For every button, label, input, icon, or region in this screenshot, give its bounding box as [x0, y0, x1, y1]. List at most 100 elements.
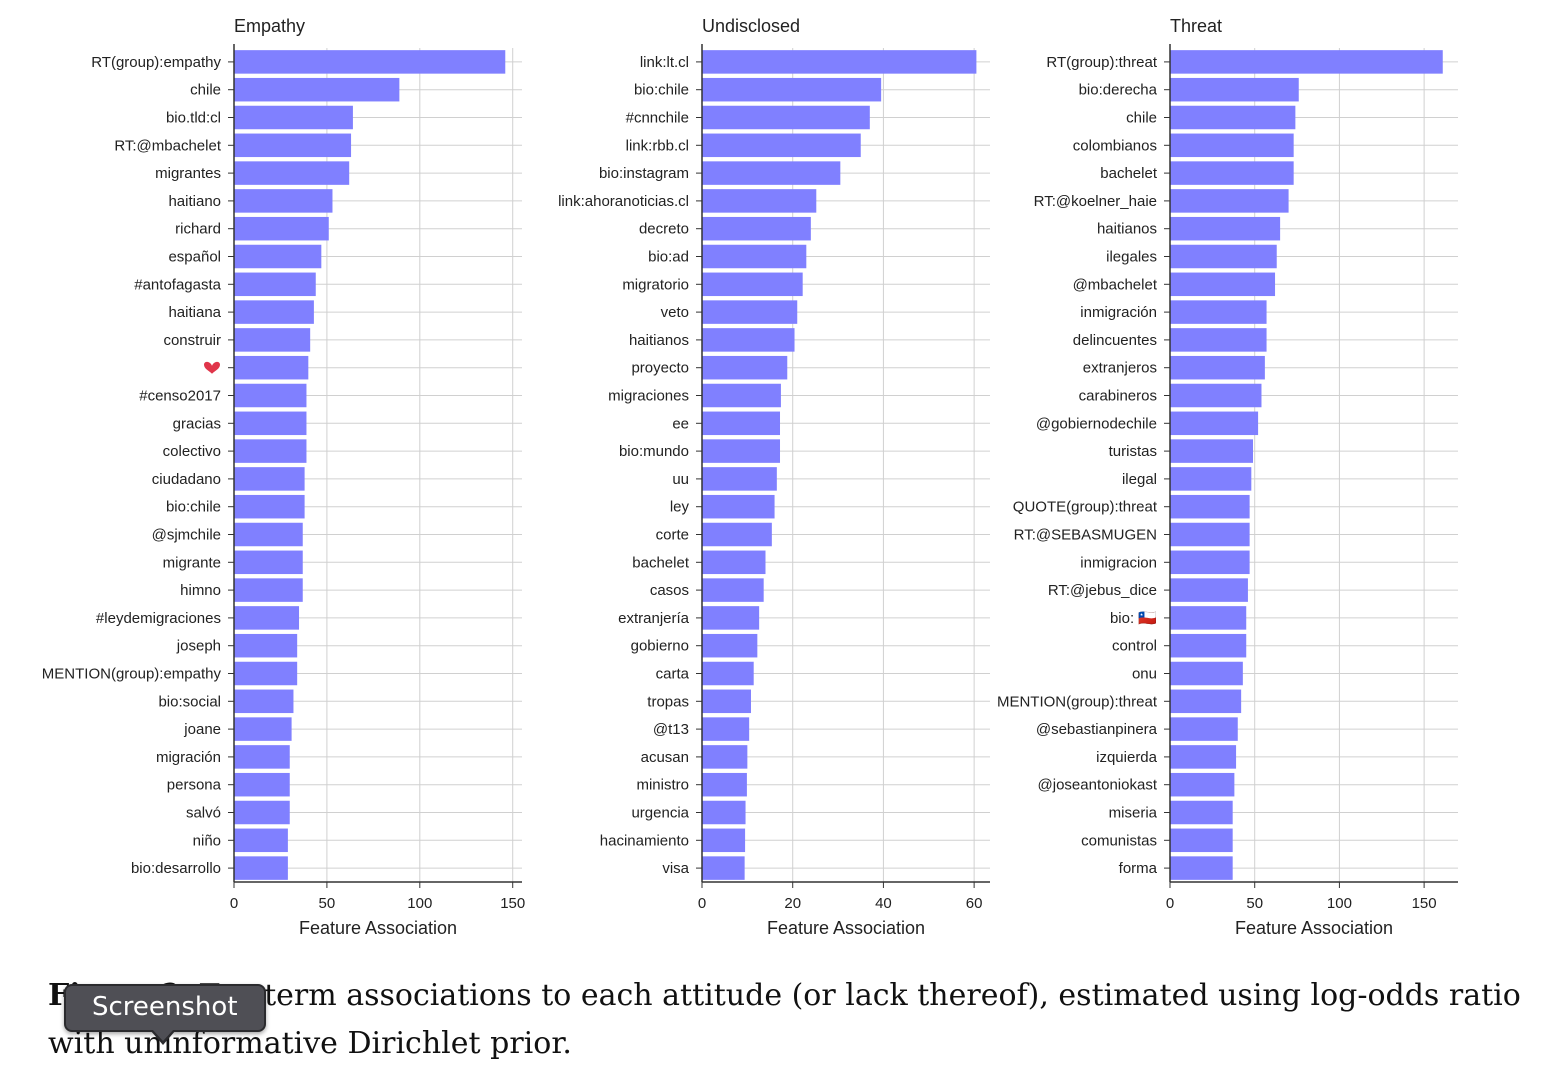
y-tick-label: ilegales [1106, 249, 1157, 266]
x-tick-label: 50 [319, 895, 336, 912]
charts-canvas: RT(group):empathy chile bio.tld:cl RT:@mbac… [42, 16, 1458, 938]
y-tick-label: #antofagasta [134, 276, 221, 293]
figure-caption: Figure 3: Top term associations to each … [48, 972, 1548, 1068]
chart-title: Undisclosed [702, 16, 800, 36]
y-tick-label: persona [167, 777, 222, 794]
x-tick-label: 150 [1412, 895, 1437, 912]
y-tick-label: @t13 [653, 721, 689, 738]
bar [702, 411, 781, 436]
bar [234, 77, 400, 102]
y-tick-label: corte [656, 527, 689, 544]
y-tick-label: bio:desarrollo [131, 860, 221, 877]
bar [1170, 216, 1281, 241]
bar [1170, 50, 1443, 74]
bar [1170, 300, 1267, 324]
y-tick-label: bio:chile [166, 499, 221, 516]
chart-panel-0: RT(group):empathy chile bio.tld:cl RT:@mbac… [42, 16, 525, 938]
y-tick-label: migratorio [622, 276, 689, 293]
bar [702, 550, 766, 575]
y-tick-label: bio:instagram [599, 165, 689, 182]
bar [234, 355, 309, 380]
y-tick-label: colombianos [1073, 137, 1157, 154]
y-tick-label: construir [163, 332, 221, 349]
bar [1170, 717, 1238, 741]
bar [702, 633, 758, 658]
chart-panel-2: RT(group):threat bio:derecha chile colombia… [997, 16, 1458, 938]
bar [702, 383, 781, 408]
bar [234, 494, 305, 519]
bar [1170, 633, 1247, 658]
bar [1170, 328, 1267, 352]
y-tick-label: veto [661, 304, 689, 321]
bar [702, 717, 750, 741]
x-tick-label: 0 [230, 895, 238, 912]
y-tick-label: salvó [186, 805, 221, 822]
bar [702, 800, 746, 825]
bar [1170, 411, 1259, 436]
y-tick-label: link:ahoranoticias.cl [558, 193, 689, 210]
y-tick-label: @sebastianpinera [1036, 721, 1158, 738]
bar [702, 828, 746, 853]
y-tick-label: comunistas [1081, 832, 1157, 849]
y-tick-label: ilegal [1122, 471, 1157, 488]
y-tick-label: extranjeros [1083, 360, 1157, 377]
y-tick-label: haitiana [168, 304, 221, 321]
y-tick-label: miseria [1109, 805, 1158, 822]
bar [234, 550, 303, 575]
y-tick-label: link:lt.cl [640, 54, 689, 71]
bar [234, 328, 311, 352]
y-tick-label: bachelet [1100, 165, 1158, 182]
heart-icon [204, 361, 220, 374]
bar [234, 189, 333, 213]
bar [1170, 439, 1254, 463]
y-tick-label: #censo2017 [139, 388, 221, 405]
y-tick-label: bio.tld:cl [166, 110, 221, 127]
y-tick-label: gracias [173, 415, 221, 432]
y-tick-label: RT(group):empathy [91, 54, 221, 71]
y-tick-label: RT:@mbachelet [114, 137, 221, 154]
bar [702, 494, 775, 519]
y-tick-label: delincuentes [1073, 332, 1157, 349]
y-tick-label: bio:ad [648, 249, 689, 266]
bar [1170, 272, 1276, 297]
y-tick-label: haitianos [1097, 221, 1157, 238]
x-tick-label: 0 [698, 895, 706, 912]
bar [234, 161, 350, 185]
bar [1170, 689, 1242, 714]
y-tick-label: bio:social [158, 693, 221, 710]
bar [234, 300, 314, 324]
bar [234, 105, 353, 130]
bar [1170, 161, 1294, 185]
y-tick-label: bio: 🇨🇱 [1110, 610, 1157, 627]
y-tick-label: uu [672, 471, 689, 488]
bar [1170, 828, 1233, 853]
x-tick-label: 40 [875, 895, 892, 912]
y-tick-label: #cnnchile [626, 110, 689, 127]
bar [702, 105, 870, 130]
bar [702, 606, 760, 630]
bar [1170, 77, 1299, 102]
bar [234, 578, 303, 602]
chart-panel-1: link:lt.cl bio:chile #cnnchile link:rbb.cl b… [558, 16, 990, 938]
bar [702, 745, 748, 769]
x-tick-label: 100 [1327, 895, 1352, 912]
y-tick-label: izquierda [1096, 749, 1158, 766]
caption-text: gure 3: Top term associations to each at… [48, 978, 1521, 1061]
bar [702, 439, 781, 463]
bar [1170, 383, 1262, 408]
y-tick-label: @joseantoniokast [1038, 777, 1158, 794]
bar [1170, 578, 1248, 602]
y-tick-label: joane [183, 721, 221, 738]
bar [234, 439, 307, 463]
x-tick-label: 150 [500, 895, 525, 912]
y-tick-label: @sjmchile [152, 527, 221, 544]
y-tick-label: proyecto [631, 360, 689, 377]
y-tick-label: ministro [636, 777, 689, 794]
bar [234, 717, 292, 741]
y-tick-label: hacinamiento [600, 832, 689, 849]
x-tick-label: 60 [966, 895, 983, 912]
bar [1170, 355, 1265, 380]
y-tick-label: niño [193, 832, 221, 849]
y-tick-label: bio:chile [634, 82, 689, 99]
y-tick-label: link:rbb.cl [626, 137, 689, 154]
